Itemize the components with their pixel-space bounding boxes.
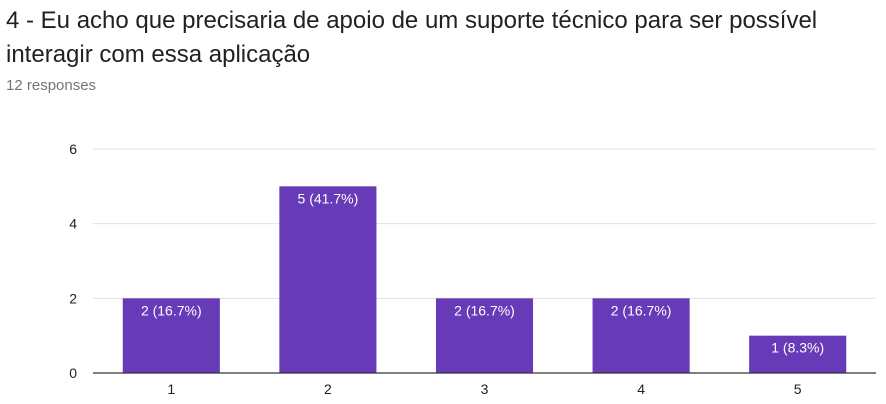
- x-tick-label-4: 4: [637, 381, 645, 397]
- x-tick-label-5: 5: [794, 381, 802, 397]
- y-tick-label-4: 4: [69, 216, 77, 232]
- bar-data-label-4: 2 (16.7%): [611, 302, 672, 318]
- bar-data-label-2: 5 (41.7%): [298, 190, 359, 206]
- question-title: 4 - Eu acho que precisaria de apoio de u…: [6, 7, 818, 68]
- y-tick-label-2: 2: [69, 290, 77, 306]
- bar-4: [592, 298, 690, 373]
- bar-1: [122, 298, 220, 373]
- response-count: 12 responses: [6, 77, 97, 94]
- bar-data-label-3: 2 (16.7%): [454, 302, 515, 318]
- bar-5: [749, 335, 847, 373]
- bar-data-label-1: 2 (16.7%): [141, 302, 202, 318]
- bar-3: [435, 298, 534, 373]
- y-tick-label-6: 6: [69, 141, 77, 157]
- y-tick-label-0: 0: [69, 365, 77, 381]
- bar-2: [279, 186, 377, 373]
- bar-data-label-5: 1 (8.3%): [771, 340, 824, 356]
- x-tick-label-2: 2: [324, 381, 332, 397]
- x-tick-label-3: 3: [481, 381, 489, 397]
- x-tick-label-1: 1: [167, 381, 175, 397]
